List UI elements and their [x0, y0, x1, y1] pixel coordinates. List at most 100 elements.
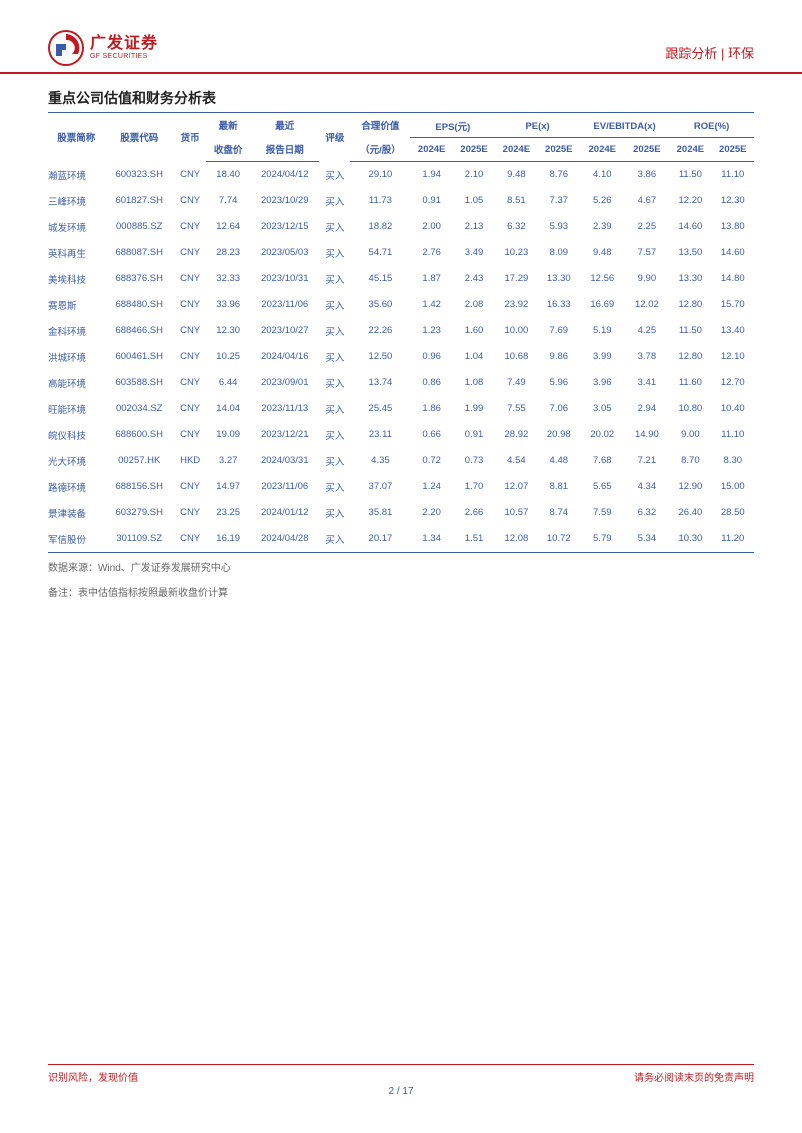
cell-name: 高能环境 [48, 370, 105, 396]
cell-ev2: 3.41 [625, 370, 670, 396]
th-eps-y1: 2024E [410, 137, 452, 162]
cell-eps2: 1.70 [453, 474, 495, 500]
cell-roe1: 8.70 [669, 448, 711, 474]
cell-rating: 买入 [319, 422, 350, 448]
cell-close: 16.19 [206, 526, 250, 553]
footer-page: 2 / 17 [48, 1086, 754, 1097]
cell-date: 2024/04/28 [250, 526, 319, 553]
table-row: 瀚蓝环境600323.SHCNY18.402024/04/12买入29.101.… [48, 162, 754, 188]
cell-ev1: 9.48 [580, 240, 625, 266]
cell-fair: 25.45 [350, 396, 410, 422]
cell-rating: 买入 [319, 240, 350, 266]
cell-eps1: 1.86 [410, 396, 452, 422]
cell-eps2: 2.13 [453, 214, 495, 240]
th-name: 股票简称 [48, 113, 105, 162]
cell-ev1: 3.96 [580, 370, 625, 396]
cell-roe2: 15.00 [712, 474, 754, 500]
content: 重点公司估值和财务分析表 股票简称 股票代码 货币 最新 最近 评级 合理价值 … [0, 74, 802, 603]
cell-eps2: 2.08 [453, 292, 495, 318]
cell-rating: 买入 [319, 526, 350, 553]
cell-fair: 29.10 [350, 162, 410, 188]
cell-name: 瀚蓝环境 [48, 162, 105, 188]
cell-code: 600461.SH [105, 344, 174, 370]
cell-eps1: 2.20 [410, 500, 452, 526]
cell-roe1: 12.80 [669, 344, 711, 370]
cell-code: 00257.HK [105, 448, 174, 474]
cell-close: 33.96 [206, 292, 250, 318]
cell-pe1: 23.92 [495, 292, 537, 318]
cell-pe2: 7.37 [538, 188, 580, 214]
cell-eps2: 3.49 [453, 240, 495, 266]
cell-ev2: 4.67 [625, 188, 670, 214]
cell-fair: 4.35 [350, 448, 410, 474]
cell-date: 2023/12/15 [250, 214, 319, 240]
th-eps-y2: 2025E [453, 137, 495, 162]
cell-close: 12.30 [206, 318, 250, 344]
cell-close: 32.33 [206, 266, 250, 292]
logo-text: 广发证券 GF SECURITIES [90, 35, 158, 60]
cell-fair: 11.73 [350, 188, 410, 214]
cell-pe2: 16.33 [538, 292, 580, 318]
gf-logo-icon [48, 30, 84, 66]
footer-right: 请务必阅读末页的免责声明 [634, 1069, 754, 1084]
th-pe-y2: 2025E [538, 137, 580, 162]
cell-roe2: 12.30 [712, 188, 754, 214]
table-title: 重点公司估值和财务分析表 [48, 88, 754, 113]
footer-left: 识别风险，发现价值 [48, 1069, 138, 1084]
cell-ev1: 5.79 [580, 526, 625, 553]
table-row: 皖仪科技688600.SHCNY19.092023/12/21买入23.110.… [48, 422, 754, 448]
cell-ev1: 5.26 [580, 188, 625, 214]
cell-roe2: 8.30 [712, 448, 754, 474]
cell-name: 城发环境 [48, 214, 105, 240]
cell-pe1: 10.00 [495, 318, 537, 344]
cell-eps2: 1.08 [453, 370, 495, 396]
cell-date: 2024/03/31 [250, 448, 319, 474]
cell-ev2: 14.90 [625, 422, 670, 448]
cell-date: 2023/12/21 [250, 422, 319, 448]
cell-close: 6.44 [206, 370, 250, 396]
cell-eps1: 1.94 [410, 162, 452, 188]
table-row: 旺能环境002034.SZCNY14.042023/11/13买入25.451.… [48, 396, 754, 422]
cell-pe2: 8.76 [538, 162, 580, 188]
cell-pe1: 10.68 [495, 344, 537, 370]
cell-ev2: 2.25 [625, 214, 670, 240]
cell-roe1: 13.50 [669, 240, 711, 266]
cell-roe2: 14.60 [712, 240, 754, 266]
cell-fair: 13.74 [350, 370, 410, 396]
cell-cur: CNY [174, 370, 206, 396]
cell-ev2: 7.57 [625, 240, 670, 266]
cell-close: 14.04 [206, 396, 250, 422]
cell-roe2: 12.10 [712, 344, 754, 370]
cell-ev2: 9.90 [625, 266, 670, 292]
table-row: 洪城环境600461.SHCNY10.252024/04/16买入12.500.… [48, 344, 754, 370]
cell-roe1: 10.30 [669, 526, 711, 553]
cell-rating: 买入 [319, 500, 350, 526]
cell-pe1: 10.57 [495, 500, 537, 526]
cell-name: 美埃科技 [48, 266, 105, 292]
cell-cur: CNY [174, 396, 206, 422]
cell-pe1: 12.08 [495, 526, 537, 553]
cell-ev1: 12.56 [580, 266, 625, 292]
cell-rating: 买入 [319, 162, 350, 188]
cell-cur: CNY [174, 214, 206, 240]
cell-pe1: 12.07 [495, 474, 537, 500]
cell-date: 2024/04/16 [250, 344, 319, 370]
cell-eps1: 0.86 [410, 370, 452, 396]
cell-eps1: 0.96 [410, 344, 452, 370]
table-row: 高能环境603588.SHCNY6.442023/09/01买入13.740.8… [48, 370, 754, 396]
cell-ev1: 7.68 [580, 448, 625, 474]
cell-cur: CNY [174, 500, 206, 526]
cell-eps2: 1.60 [453, 318, 495, 344]
cell-eps1: 1.34 [410, 526, 452, 553]
cell-date: 2023/05/03 [250, 240, 319, 266]
cell-date: 2023/09/01 [250, 370, 319, 396]
cell-name: 金科环境 [48, 318, 105, 344]
th-currency: 货币 [174, 113, 206, 162]
th-roe: ROE(%) [669, 113, 754, 137]
cell-fair: 54.71 [350, 240, 410, 266]
cell-eps2: 1.51 [453, 526, 495, 553]
cell-code: 603279.SH [105, 500, 174, 526]
cell-ev1: 5.65 [580, 474, 625, 500]
cell-fair: 18.82 [350, 214, 410, 240]
cell-eps1: 1.42 [410, 292, 452, 318]
